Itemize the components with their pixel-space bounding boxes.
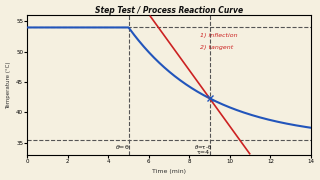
Y-axis label: Temperature (°C): Temperature (°C) [5, 61, 11, 109]
Text: τ=4: τ=4 [197, 150, 210, 154]
Text: 1) inflection: 1) inflection [199, 33, 237, 38]
Text: 2) tangent: 2) tangent [199, 45, 233, 50]
Text: $\theta$=τ-θ: $\theta$=τ-θ [195, 143, 213, 151]
X-axis label: Time (min): Time (min) [152, 169, 186, 174]
Title: Step Test / Process Reaction Curve: Step Test / Process Reaction Curve [95, 6, 243, 15]
Text: $\theta$=θ: $\theta$=θ [115, 143, 130, 151]
